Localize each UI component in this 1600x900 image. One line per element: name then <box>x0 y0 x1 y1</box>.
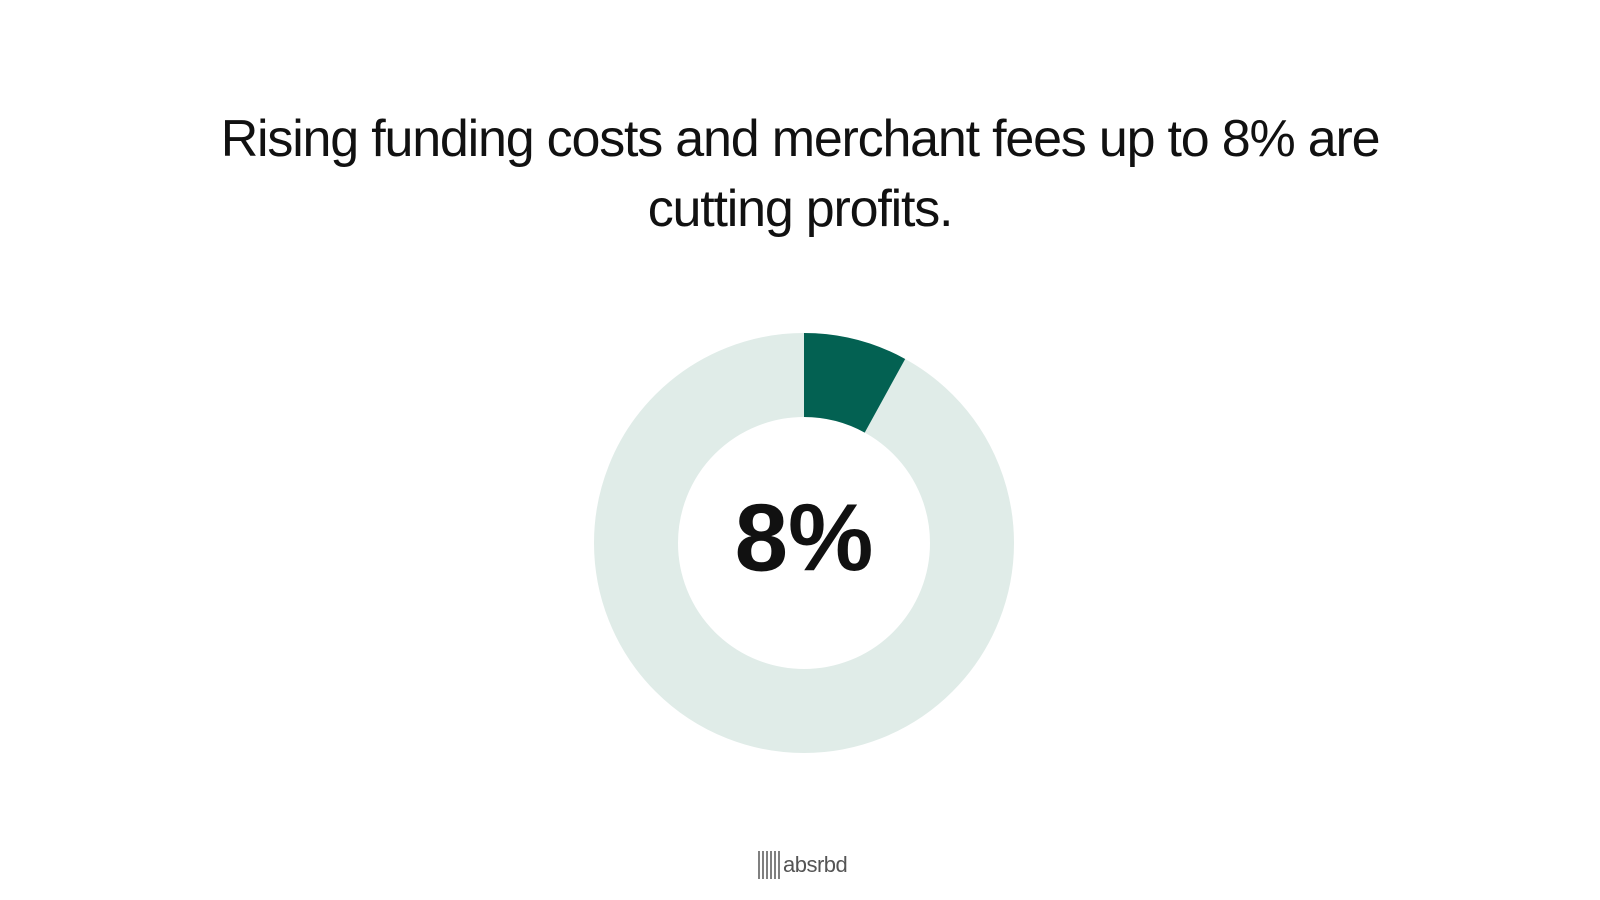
donut-segment <box>804 333 906 433</box>
brand-icon <box>758 851 780 879</box>
brand-name: absrbd <box>783 852 847 877</box>
center-label: 8% <box>735 484 874 591</box>
chart-title: Rising funding costs and merchant fees u… <box>220 110 1381 238</box>
